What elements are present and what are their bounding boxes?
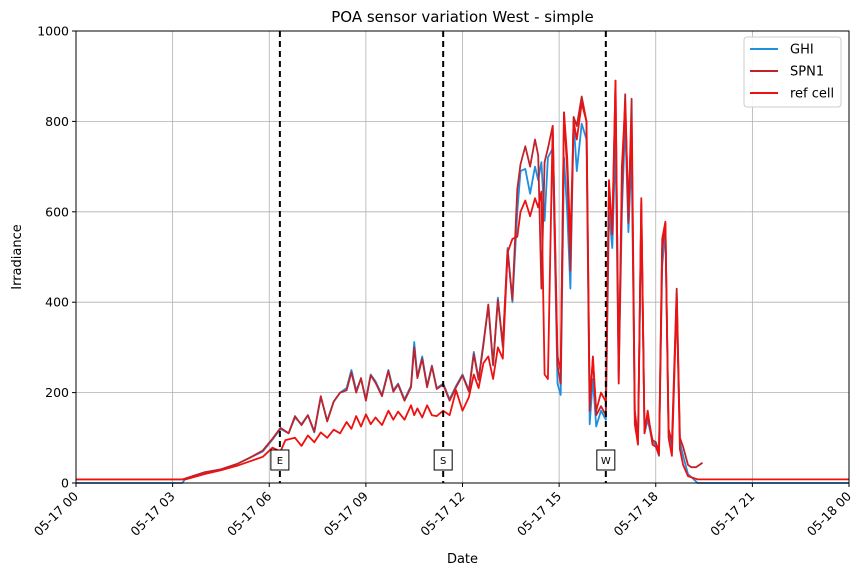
x-tick-label: 05-17 09 xyxy=(321,488,371,538)
legend-label-ghi: GHI xyxy=(790,43,814,58)
legend: GHI SPN1 ref cell xyxy=(743,36,842,108)
legend-label-spn1: SPN1 xyxy=(790,65,824,80)
x-tick-label: 05-17 18 xyxy=(611,488,661,538)
legend-label-ref-cell: ref cell xyxy=(790,87,834,102)
series-line-spn1 xyxy=(76,79,704,481)
marker-label-w: W xyxy=(601,456,611,467)
y-tick-label: 800 xyxy=(45,114,69,129)
marker-box-s xyxy=(433,449,453,471)
x-tick-label: 05-17 06 xyxy=(224,488,274,538)
y-tick-label: 600 xyxy=(45,204,69,219)
chart-title: POA sensor variation West - simple xyxy=(331,8,594,26)
x-tick-label: 05-17 00 xyxy=(31,488,81,538)
x-tick-label: 05-17 12 xyxy=(417,489,467,539)
marker-label-s: S xyxy=(440,456,446,467)
series-line-ref-cell xyxy=(76,79,849,481)
legend-box xyxy=(743,36,842,108)
x-axis-label: Date xyxy=(447,552,478,567)
marker-box-w xyxy=(596,449,616,471)
series-layer xyxy=(76,79,849,484)
x-tick-label: 05-17 21 xyxy=(707,489,757,539)
x-tick-label: 05-18 00 xyxy=(804,488,854,538)
y-tick-label: 0 xyxy=(61,476,69,491)
x-tick-label: 05-17 03 xyxy=(127,489,177,539)
y-tick-label: 400 xyxy=(45,295,69,310)
gridlines xyxy=(75,30,850,484)
y-tick-label: 200 xyxy=(45,385,69,400)
x-tick-label: 05-17 15 xyxy=(514,489,564,539)
y-axis-label: Irradiance xyxy=(10,224,25,289)
y-tick-label: 1000 xyxy=(37,24,69,39)
marker-box-e xyxy=(270,449,290,471)
marker-label-e: E xyxy=(277,456,283,467)
